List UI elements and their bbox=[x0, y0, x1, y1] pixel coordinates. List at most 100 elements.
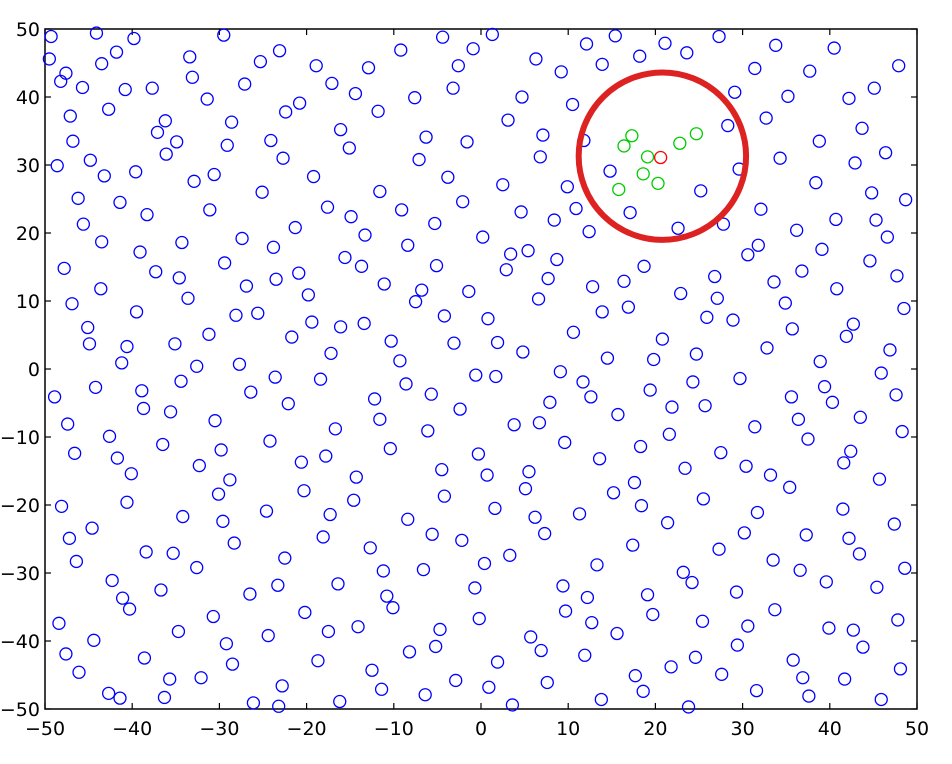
data-point bbox=[592, 452, 607, 466]
data-point bbox=[608, 29, 622, 43]
data-point bbox=[839, 329, 854, 344]
data-point bbox=[357, 316, 371, 331]
data-point bbox=[514, 205, 528, 219]
data-point bbox=[890, 269, 904, 283]
data-point bbox=[115, 356, 129, 370]
data-point bbox=[729, 585, 744, 599]
data-point bbox=[321, 624, 336, 639]
y-tick-label: 50 bbox=[16, 19, 40, 41]
data-point bbox=[889, 388, 903, 402]
data-point bbox=[301, 288, 315, 302]
data-point bbox=[531, 292, 546, 306]
data-point bbox=[603, 164, 617, 178]
data-point bbox=[815, 242, 829, 256]
data-point bbox=[373, 184, 387, 199]
data-point bbox=[490, 655, 505, 669]
data-point bbox=[170, 135, 184, 149]
point-layer bbox=[42, 26, 913, 714]
data-point bbox=[166, 546, 180, 560]
data-point bbox=[52, 616, 66, 630]
data-point bbox=[311, 654, 325, 668]
data-point bbox=[712, 542, 726, 556]
data-point bbox=[365, 663, 379, 677]
data-point bbox=[874, 366, 888, 380]
data-point bbox=[328, 422, 343, 436]
data-point bbox=[251, 306, 265, 320]
data-point bbox=[384, 334, 398, 348]
data-point bbox=[694, 184, 708, 198]
neighbor-point bbox=[689, 127, 704, 141]
data-point bbox=[503, 548, 517, 562]
data-point bbox=[674, 286, 688, 301]
data-point bbox=[501, 113, 515, 127]
data-point bbox=[272, 44, 287, 58]
y-tick-label: 0 bbox=[28, 359, 40, 381]
data-point bbox=[367, 392, 382, 406]
data-point bbox=[643, 383, 657, 397]
data-point bbox=[102, 686, 116, 701]
data-point bbox=[781, 89, 795, 103]
data-point bbox=[47, 390, 62, 404]
data-point bbox=[543, 395, 557, 409]
data-point bbox=[477, 556, 492, 571]
data-point bbox=[802, 689, 816, 703]
data-point bbox=[809, 176, 823, 190]
data-point bbox=[110, 451, 125, 465]
data-point bbox=[676, 565, 690, 579]
data-point bbox=[200, 92, 214, 106]
data-point bbox=[75, 80, 90, 95]
data-point bbox=[127, 31, 141, 46]
data-point bbox=[895, 424, 909, 439]
neighbor-point bbox=[651, 176, 665, 191]
data-point bbox=[466, 42, 480, 56]
data-point bbox=[790, 223, 804, 237]
data-point bbox=[767, 275, 781, 289]
data-point bbox=[560, 180, 574, 194]
data-point bbox=[348, 86, 363, 101]
data-point bbox=[578, 648, 592, 662]
data-point bbox=[550, 252, 564, 267]
data-point bbox=[795, 264, 809, 278]
data-point bbox=[408, 91, 422, 105]
data-point bbox=[408, 295, 423, 309]
data-point bbox=[54, 499, 69, 514]
data-point bbox=[305, 315, 319, 329]
data-point bbox=[590, 558, 604, 572]
data-point bbox=[401, 512, 415, 526]
data-point bbox=[175, 235, 189, 250]
data-point bbox=[425, 527, 439, 541]
y-tick-label: −20 bbox=[0, 495, 40, 517]
data-point bbox=[887, 517, 901, 531]
data-point bbox=[689, 347, 704, 361]
data-point bbox=[892, 59, 906, 73]
data-point bbox=[524, 630, 538, 644]
data-point bbox=[255, 185, 269, 199]
data-point bbox=[623, 205, 637, 220]
data-point bbox=[124, 467, 138, 481]
data-point bbox=[394, 43, 408, 57]
data-point bbox=[778, 296, 792, 310]
data-point bbox=[373, 412, 387, 426]
data-point bbox=[489, 369, 503, 384]
data-point bbox=[136, 401, 151, 416]
data-point bbox=[371, 104, 385, 118]
data-point bbox=[696, 492, 711, 506]
data-point bbox=[292, 96, 307, 110]
data-point bbox=[852, 547, 867, 561]
data-point bbox=[462, 284, 476, 299]
data-point bbox=[695, 614, 710, 628]
highlight-circle bbox=[575, 69, 750, 243]
x-tick-label: 10 bbox=[556, 718, 580, 740]
data-point bbox=[515, 90, 529, 104]
data-point bbox=[741, 248, 755, 262]
data-point bbox=[394, 203, 409, 217]
data-point bbox=[243, 587, 257, 601]
data-point bbox=[194, 671, 208, 685]
data-point bbox=[292, 266, 306, 280]
data-point bbox=[505, 698, 520, 712]
data-point bbox=[85, 521, 99, 535]
data-point bbox=[634, 499, 649, 513]
data-point bbox=[159, 147, 173, 161]
data-point bbox=[163, 405, 178, 419]
data-point bbox=[269, 272, 283, 286]
